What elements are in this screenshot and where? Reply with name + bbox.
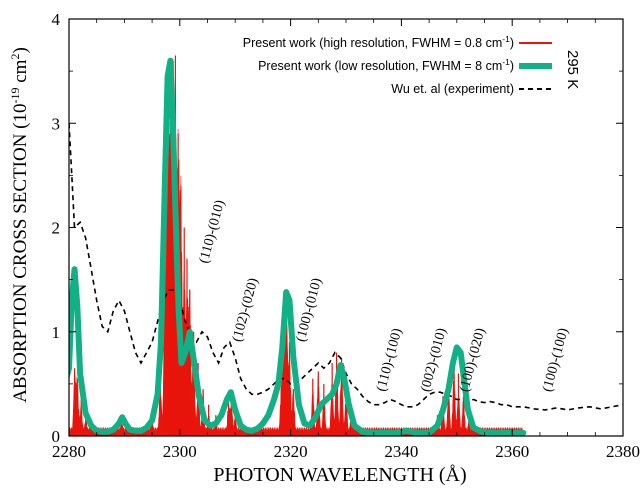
series-experiment xyxy=(69,123,623,411)
y-tick-label: 2 xyxy=(52,219,61,238)
y-axis-title-mid: cm xyxy=(10,59,31,87)
plot-area xyxy=(69,55,623,436)
y-axis-title-sup1: -19 xyxy=(8,88,22,104)
legend-label-end: ) xyxy=(510,59,514,73)
x-tick-label: 2380 xyxy=(606,442,640,461)
legend-label-sup: -1 xyxy=(502,57,510,67)
legend-label-end: ) xyxy=(510,36,514,50)
legend: Present work (high resolution, FWHM = 0.… xyxy=(243,34,552,96)
y-tick-label: 4 xyxy=(52,10,61,29)
legend-label-dashed: Wu et. al (experiment) xyxy=(391,82,514,96)
legend-label-main: Wu et. al (experiment) xyxy=(391,82,514,96)
y-tick-label: 3 xyxy=(52,114,61,133)
legend-label-main: Present work (high resolution, FWHM = 0.… xyxy=(243,36,502,50)
legend-label-red: Present work (high resolution, FWHM = 0.… xyxy=(243,34,514,50)
legend-label-main: Present work (low resolution, FWHM = 8 c… xyxy=(258,59,502,73)
y-axis-title-sup2: 2 xyxy=(8,54,22,60)
x-axis-title: PHOTON WAVELENGTH (Å) xyxy=(213,464,466,486)
axes: 2280 2300 2320 2340 2360 2380 0 1 2 3 4 xyxy=(52,10,641,461)
x-tick-label: 2360 xyxy=(495,442,529,461)
y-tick-label: 1 xyxy=(52,323,61,342)
plot-clip-group xyxy=(69,55,623,436)
y-axis-title-end: ) xyxy=(10,47,31,53)
x-tick-label: 2320 xyxy=(274,442,308,461)
temperature-label: 295 K xyxy=(564,50,581,89)
y-axis-title: ABSORPTION CROSS SECTION (10-19 cm2) xyxy=(8,47,31,403)
x-tick-label: 2300 xyxy=(163,442,197,461)
y-tick-label: 0 xyxy=(52,427,61,446)
x-tick-label: 2280 xyxy=(52,442,86,461)
y-axis-title-main: ABSORPTION CROSS SECTION (10 xyxy=(10,104,31,403)
legend-label-sup: -1 xyxy=(502,34,510,44)
legend-label-green: Present work (low resolution, FWHM = 8 c… xyxy=(258,57,514,73)
x-tick-label: 2340 xyxy=(384,442,418,461)
